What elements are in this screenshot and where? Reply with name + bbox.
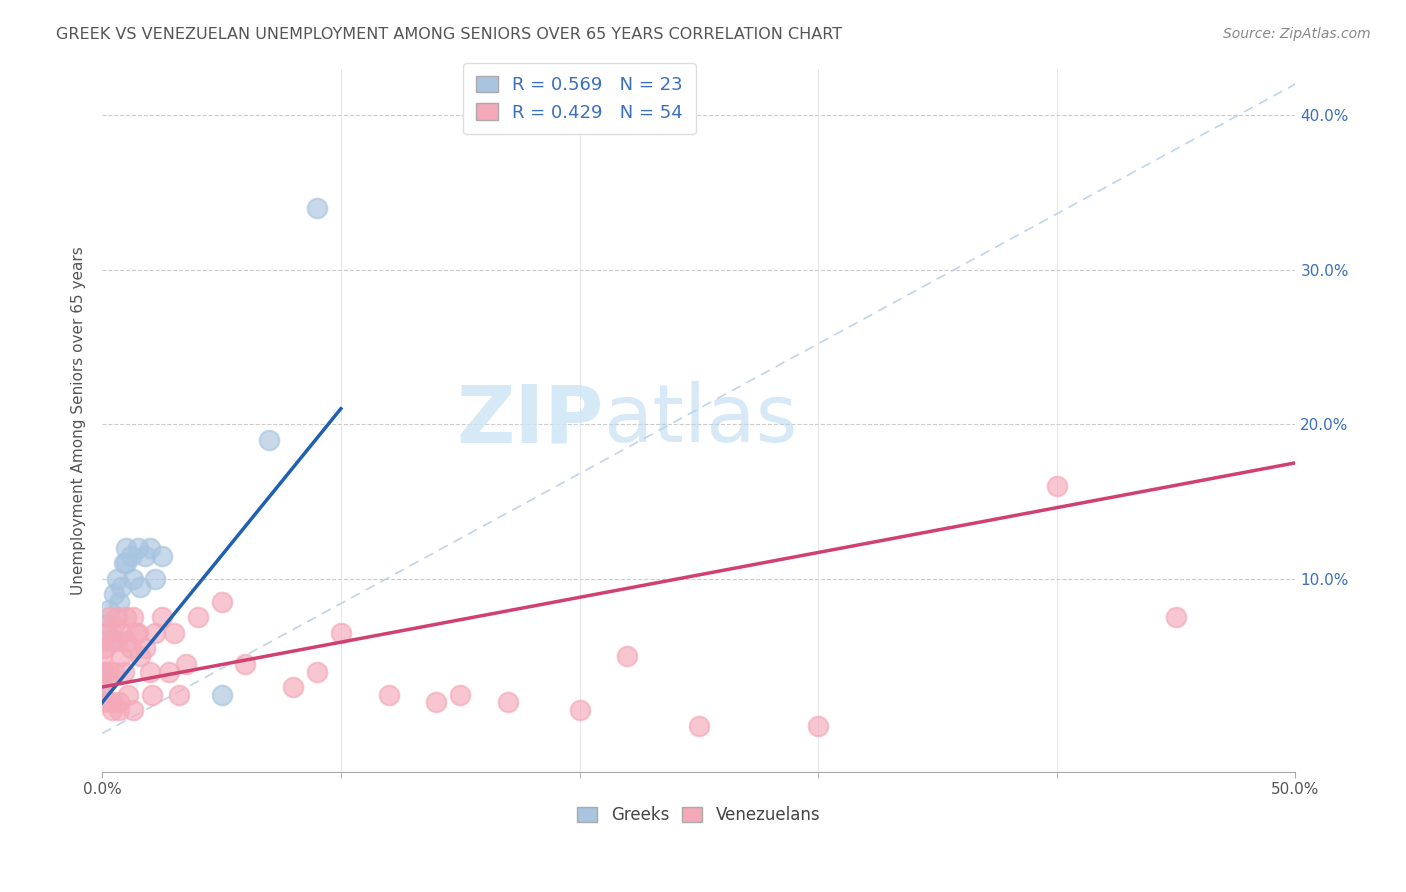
Point <box>616 649 638 664</box>
Text: ZIP: ZIP <box>456 381 603 459</box>
Point <box>91 680 114 694</box>
Point <box>110 649 132 664</box>
Point <box>122 572 145 586</box>
Point <box>96 618 118 632</box>
Point <box>1166 610 1188 624</box>
Point <box>134 549 156 563</box>
Point <box>108 696 131 710</box>
Point <box>496 696 519 710</box>
Point <box>105 633 128 648</box>
Point <box>93 641 115 656</box>
Point <box>98 665 121 679</box>
Point <box>139 665 162 679</box>
Point <box>143 626 166 640</box>
Point <box>110 580 132 594</box>
Text: Source: ZipAtlas.com: Source: ZipAtlas.com <box>1223 27 1371 41</box>
Point <box>112 665 135 679</box>
Point <box>100 633 122 648</box>
Point <box>103 587 125 601</box>
Point <box>127 626 149 640</box>
Point <box>211 688 233 702</box>
Point <box>211 595 233 609</box>
Text: GREEK VS VENEZUELAN UNEMPLOYMENT AMONG SENIORS OVER 65 YEARS CORRELATION CHART: GREEK VS VENEZUELAN UNEMPLOYMENT AMONG S… <box>56 27 842 42</box>
Point <box>115 610 138 624</box>
Point <box>122 610 145 624</box>
Point <box>115 557 138 571</box>
Point <box>1046 479 1069 493</box>
Point <box>91 680 114 694</box>
Point <box>150 610 173 624</box>
Point <box>568 703 591 717</box>
Point <box>305 201 328 215</box>
Point <box>129 580 152 594</box>
Point <box>174 657 197 671</box>
Point <box>281 680 304 694</box>
Point <box>150 549 173 563</box>
Point <box>163 626 186 640</box>
Point <box>129 649 152 664</box>
Point <box>167 688 190 702</box>
Point <box>98 610 121 624</box>
Point <box>115 633 138 648</box>
Point <box>122 703 145 717</box>
Point <box>187 610 209 624</box>
Point <box>115 541 138 555</box>
Point <box>377 688 399 702</box>
Point <box>105 610 128 624</box>
Point <box>305 665 328 679</box>
Point <box>807 719 830 733</box>
Point <box>96 626 118 640</box>
Point <box>105 572 128 586</box>
Point <box>117 688 139 702</box>
Point <box>108 595 131 609</box>
Point <box>134 641 156 656</box>
Point <box>112 557 135 571</box>
Point <box>425 696 447 710</box>
Point <box>449 688 471 702</box>
Point <box>96 696 118 710</box>
Point <box>329 626 352 640</box>
Point <box>259 433 281 447</box>
Point <box>157 665 180 679</box>
Text: atlas: atlas <box>603 381 797 459</box>
Point <box>103 665 125 679</box>
Point <box>127 541 149 555</box>
Point <box>120 641 142 656</box>
Point <box>235 657 257 671</box>
Point <box>91 633 114 648</box>
Point <box>91 665 114 679</box>
Point <box>91 649 114 664</box>
Point <box>108 703 131 717</box>
Point <box>688 719 710 733</box>
Point <box>141 688 163 702</box>
Point <box>139 541 162 555</box>
Point <box>100 696 122 710</box>
Point <box>100 703 122 717</box>
Point <box>98 603 121 617</box>
Point <box>120 549 142 563</box>
Point <box>124 626 146 640</box>
Point <box>93 665 115 679</box>
Point <box>143 572 166 586</box>
Point <box>110 626 132 640</box>
Y-axis label: Unemployment Among Seniors over 65 years: Unemployment Among Seniors over 65 years <box>72 246 86 595</box>
Legend: Greeks, Venezuelans: Greeks, Venezuelans <box>568 796 831 834</box>
Point <box>103 618 125 632</box>
